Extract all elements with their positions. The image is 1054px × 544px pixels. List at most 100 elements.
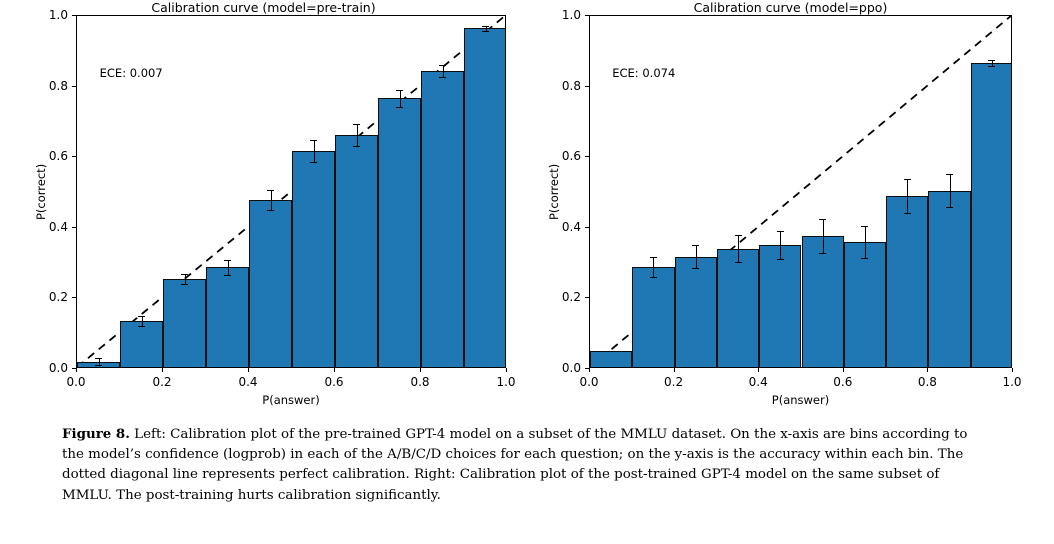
error-bar-cap-upper: [181, 274, 188, 276]
error-bar: [399, 89, 401, 107]
x-axis-tick-mark: [420, 368, 421, 372]
x-axis-tick-label: 1.0: [1002, 375, 1022, 389]
x-axis-tick-label: 0.6: [833, 375, 853, 389]
y-axis-tick-label: 1.0: [561, 8, 581, 22]
figure-caption: Figure 8. Left: Calibration plot of the …: [62, 424, 992, 506]
error-bar-cap-lower: [482, 30, 489, 32]
error-bar: [822, 219, 824, 254]
y-axis-tick-label: 0.6: [561, 149, 581, 164]
error-bar-cap-lower: [903, 212, 911, 214]
error-bar-cap-lower: [649, 277, 657, 279]
error-bar-cap-upper: [482, 25, 489, 27]
error-bar: [907, 178, 909, 213]
y-axis-tick-mark: [72, 297, 76, 299]
error-bar-cap-upper: [95, 358, 102, 360]
error-bar-cap-upper: [692, 245, 700, 247]
x-axis-tick-mark: [506, 368, 507, 372]
error-bar-cap-lower: [439, 77, 446, 79]
error-bar: [184, 274, 186, 284]
error-bar-cap-lower: [734, 262, 742, 264]
error-bar-cap-upper: [734, 235, 742, 237]
bar: [206, 267, 249, 367]
figure-caption-label: Figure 8.: [62, 426, 130, 442]
y-axis-tick-label: 0.2: [48, 290, 68, 305]
error-bar-cap-lower: [946, 207, 954, 209]
error-bar: [313, 139, 315, 163]
error-bar-cap-upper: [224, 259, 231, 261]
y-axis-tick-label: 0.8: [48, 78, 68, 93]
error-bar-cap-upper: [946, 174, 954, 176]
y-axis-tick-mark: [72, 368, 76, 369]
x-axis-tick-mark: [758, 368, 760, 372]
bar: [378, 98, 421, 367]
bar: [632, 266, 675, 367]
error-bar: [141, 316, 143, 327]
bar: [421, 71, 464, 367]
x-axis-tick-mark: [334, 368, 335, 372]
error-bar: [738, 235, 740, 263]
x-axis-tick-mark: [1012, 368, 1013, 372]
error-bar-cap-lower: [267, 210, 274, 212]
error-bar: [356, 124, 358, 146]
x-axis-tick-mark: [162, 368, 163, 372]
plot-inner: [590, 16, 1011, 367]
error-bar-cap-upper: [439, 65, 446, 67]
x-axis-tick-mark: [842, 368, 844, 372]
x-axis-tick-label: 0.4: [238, 375, 258, 389]
error-bar: [485, 25, 487, 31]
error-bar: [227, 259, 229, 276]
error-bar-cap-lower: [224, 275, 231, 277]
error-bar: [991, 60, 993, 67]
x-axis-tick-label: 0.2: [664, 375, 684, 389]
chart-panel-pre-train: Calibration curve (model=pre-train) 0.0 0…: [0, 0, 527, 410]
x-axis-tick-mark: [673, 368, 675, 372]
y-axis-tick-label: 1.0: [48, 8, 68, 22]
y-axis-tick-mark: [72, 85, 76, 87]
error-bar-cap-upper: [988, 60, 996, 62]
bar: [249, 200, 292, 367]
error-bar-cap-upper: [861, 225, 869, 227]
bar: [292, 150, 335, 367]
y-axis-tick-mark: [72, 15, 76, 16]
error-bar: [780, 230, 782, 259]
bar: [590, 351, 633, 367]
error-bar-cap-upper: [353, 124, 360, 126]
error-bar-cap-lower: [692, 268, 700, 270]
y-axis-tick-mark: [585, 368, 589, 369]
plot-area: [76, 15, 506, 368]
y-axis-label: P(correct): [547, 163, 561, 220]
x-axis-label: P(answer): [262, 393, 320, 407]
error-bar-cap-upper: [819, 219, 827, 221]
x-axis-tick-label: 1.0: [496, 375, 516, 389]
y-axis-tick-label: 0.0: [48, 361, 68, 375]
bar: [674, 256, 717, 367]
x-axis-label: P(answer): [771, 393, 830, 407]
x-axis-tick-label: 0.2: [152, 375, 172, 389]
error-bar-cap-lower: [310, 162, 317, 164]
bar: [801, 236, 844, 367]
y-axis-tick-label: 0.6: [48, 149, 68, 164]
y-axis-tick-mark: [585, 156, 589, 158]
error-bar: [653, 256, 655, 278]
error-bar-cap-upper: [903, 178, 911, 180]
error-bar: [98, 358, 100, 366]
y-axis-tick-label: 0.8: [561, 78, 581, 93]
error-bar: [695, 245, 697, 269]
chart-title: Calibration curve (model=ppo): [693, 0, 888, 15]
x-axis-tick-mark: [927, 368, 929, 372]
error-bar-cap-upper: [649, 256, 657, 258]
plot-inner: [77, 16, 505, 367]
bar: [120, 321, 163, 367]
error-bar-cap-lower: [988, 66, 996, 68]
x-axis-tick-label: 0.8: [410, 375, 430, 389]
chart-panel-ppo: Calibration curve (model=ppo) 0.0 0.2 0.4 0…: [527, 0, 1054, 410]
bar: [163, 278, 206, 367]
figure-caption-text: Left: Calibration plot of the pre-traine…: [62, 427, 968, 503]
y-axis-tick-mark: [585, 85, 589, 87]
bar: [928, 190, 971, 367]
error-bar: [864, 225, 866, 259]
bar: [759, 244, 802, 367]
error-bar-cap-lower: [861, 258, 869, 260]
error-bar-cap-lower: [353, 145, 360, 147]
error-bar-cap-upper: [310, 139, 317, 141]
